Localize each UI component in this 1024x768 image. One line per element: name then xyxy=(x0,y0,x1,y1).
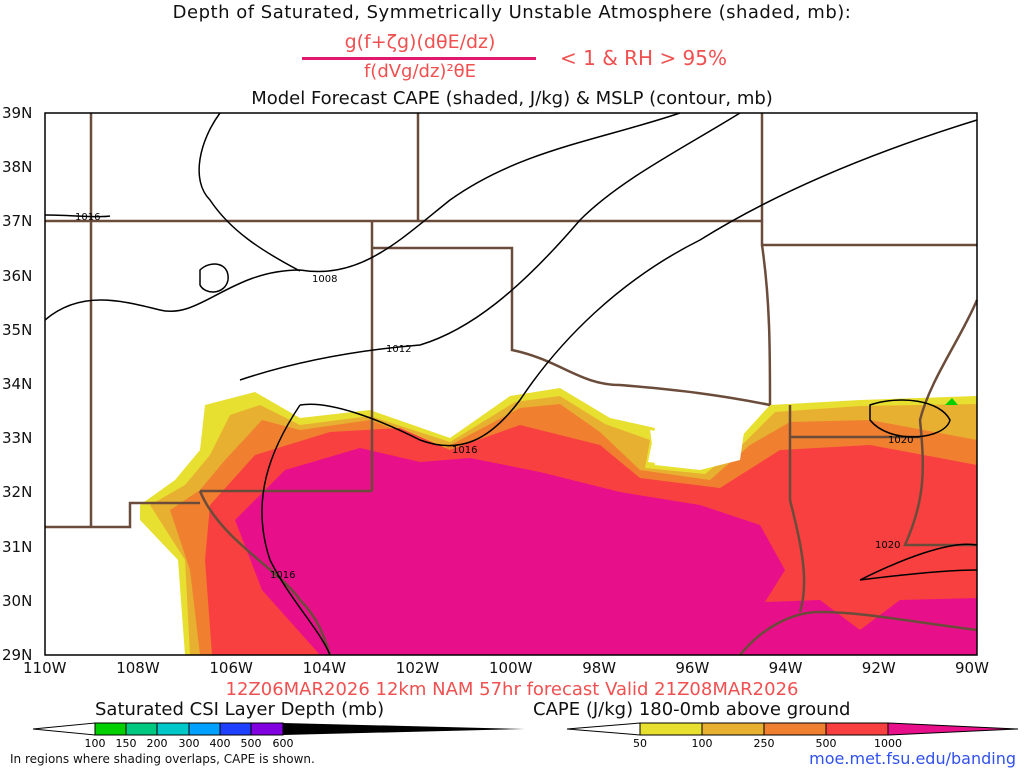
contour-labels: 1016 1008 1012 1016 1020 1020 1016 xyxy=(75,212,913,581)
contour-label: 1016 xyxy=(270,570,295,581)
lon-tick-label: 98W xyxy=(582,659,617,677)
lat-tick-label: 30N xyxy=(2,591,33,610)
fraction-bar xyxy=(302,57,536,60)
cape-tick: 500 xyxy=(815,737,837,750)
lat-tick-label: 34N xyxy=(2,375,33,393)
lat-tick-label: 32N xyxy=(2,483,33,502)
cape-bin xyxy=(639,722,703,736)
lon-tick-label: 92W xyxy=(861,659,896,677)
csi-bin xyxy=(188,722,221,736)
formula-numerator: g(f+ζg)(dθE/dz) xyxy=(344,31,496,53)
csi-bin xyxy=(219,722,252,736)
csi-shading xyxy=(945,398,958,405)
csi-lower-arrow xyxy=(32,722,96,736)
contour-label: 1020 xyxy=(888,435,913,446)
contour-label: 1016 xyxy=(452,445,477,456)
lon-tick-label: 104W xyxy=(302,659,347,677)
cape-upper-arrow xyxy=(887,722,1019,736)
csi-tick: 500 xyxy=(240,737,262,750)
contour-label: 1020 xyxy=(875,540,900,551)
lat-tick-label: 38N xyxy=(2,158,33,177)
source-url[interactable]: moe.met.fsu.edu/banding xyxy=(809,749,1016,768)
cape-shading xyxy=(140,388,977,655)
cape-colorbar xyxy=(566,722,1019,736)
title-line-3: Model Forecast CAPE (shaded, J/kg) & MSL… xyxy=(251,88,773,109)
contour-label: 1008 xyxy=(312,274,337,285)
lon-tick-label: 96W xyxy=(675,659,710,677)
csi-colorbar xyxy=(32,722,525,736)
cape-lower-arrow xyxy=(566,722,641,736)
lat-tick-label: 35N xyxy=(2,320,33,339)
lon-tick-label: 108W xyxy=(116,659,160,677)
lat-tick-label: 36N xyxy=(2,266,33,285)
map-frame xyxy=(44,112,978,656)
csi-tick: 400 xyxy=(209,737,231,750)
cape-1000 xyxy=(235,448,977,655)
formula-denominator: f(dVg/dz)²θE xyxy=(363,61,477,82)
csi-tick: 100 xyxy=(84,737,106,750)
csi-tick: 200 xyxy=(146,737,168,750)
csi-upper-arrow xyxy=(283,723,525,735)
csi-tick: 600 xyxy=(272,737,294,750)
cape-colorbar-label: CAPE (J/kg) 180-0mb above ground xyxy=(533,699,851,720)
lat-tick-label: 29N xyxy=(2,646,33,664)
csi-colorbar-label: Saturated CSI Layer Depth (mb) xyxy=(95,699,385,720)
cape-tick: 1000 xyxy=(874,737,902,750)
overlap-note: In regions where shading overlaps, CAPE … xyxy=(10,752,315,766)
lon-tick-label: 94W xyxy=(768,659,803,677)
title-line-1: Depth of Saturated, Symmetrically Unstab… xyxy=(172,2,852,23)
lon-tick-label: 102W xyxy=(395,659,440,677)
lat-tick-label: 37N xyxy=(2,212,33,231)
clear-gap xyxy=(650,425,745,470)
cape-bin xyxy=(825,722,889,736)
lat-tick-label: 33N xyxy=(2,429,33,448)
contour-label: 1012 xyxy=(386,344,411,355)
csi-tick: 150 xyxy=(115,737,137,750)
contour-label: 1016 xyxy=(75,212,100,223)
formula-condition: < 1 & RH > 95% xyxy=(560,46,728,70)
lat-tick-label: 39N xyxy=(2,104,33,122)
valid-time: 12Z06MAR2026 12km NAM 57hr forecast Vali… xyxy=(225,679,799,700)
csi-bin xyxy=(94,722,127,736)
lon-tick-label: 110W xyxy=(23,659,67,677)
lon-tick-label: 90W xyxy=(955,659,989,677)
csi-tick: 300 xyxy=(178,737,200,750)
state-borders xyxy=(45,113,979,656)
csi-bin xyxy=(250,722,284,736)
mslp-contours xyxy=(44,112,978,656)
csi-bin xyxy=(125,722,158,736)
cape-tick: 250 xyxy=(753,737,775,750)
lat-tick-label: 31N xyxy=(2,537,33,556)
csi-bin xyxy=(156,722,190,736)
cape-tick: 100 xyxy=(691,737,713,750)
cape-bin xyxy=(701,722,765,736)
lon-tick-label: 100W xyxy=(489,659,533,677)
cape-bin xyxy=(763,722,827,736)
lon-tick-label: 106W xyxy=(209,659,253,677)
cape-tick: 50 xyxy=(633,737,647,750)
